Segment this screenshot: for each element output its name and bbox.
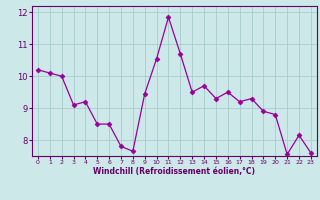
X-axis label: Windchill (Refroidissement éolien,°C): Windchill (Refroidissement éolien,°C)	[93, 167, 255, 176]
